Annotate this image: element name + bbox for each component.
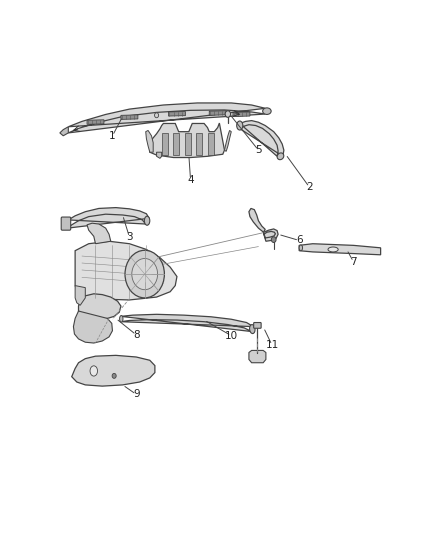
Text: 2: 2 [306, 182, 313, 192]
Circle shape [132, 259, 158, 290]
Text: 7: 7 [350, 257, 357, 267]
Ellipse shape [120, 316, 123, 322]
Circle shape [271, 237, 276, 243]
Polygon shape [156, 152, 162, 158]
Polygon shape [74, 311, 113, 343]
Polygon shape [299, 244, 381, 255]
Circle shape [155, 113, 159, 118]
Polygon shape [87, 223, 111, 244]
Text: 1: 1 [109, 131, 116, 141]
Polygon shape [87, 120, 104, 124]
Polygon shape [67, 207, 149, 228]
Polygon shape [75, 286, 85, 305]
Polygon shape [196, 133, 202, 155]
Polygon shape [264, 229, 278, 241]
Ellipse shape [237, 121, 243, 130]
Polygon shape [75, 241, 177, 300]
Polygon shape [185, 133, 191, 155]
FancyBboxPatch shape [254, 322, 261, 328]
Text: 3: 3 [126, 232, 133, 242]
Polygon shape [121, 314, 253, 332]
Text: 10: 10 [225, 330, 238, 341]
Polygon shape [249, 208, 265, 232]
Text: 9: 9 [133, 389, 140, 399]
Polygon shape [68, 103, 265, 133]
Text: 4: 4 [187, 175, 194, 185]
Polygon shape [150, 123, 224, 158]
Text: 8: 8 [133, 330, 140, 340]
Ellipse shape [328, 247, 338, 252]
Text: 5: 5 [255, 145, 262, 155]
Text: 6: 6 [296, 236, 303, 245]
Polygon shape [208, 133, 214, 155]
Polygon shape [169, 111, 185, 116]
Polygon shape [239, 120, 284, 156]
Ellipse shape [250, 325, 255, 334]
Circle shape [125, 251, 164, 298]
Polygon shape [249, 350, 266, 363]
Polygon shape [233, 112, 250, 117]
Polygon shape [224, 131, 231, 151]
Polygon shape [162, 133, 168, 155]
Polygon shape [78, 294, 121, 319]
Ellipse shape [145, 216, 150, 225]
Polygon shape [173, 133, 179, 155]
Ellipse shape [277, 153, 284, 160]
Polygon shape [121, 115, 138, 119]
Polygon shape [209, 111, 226, 115]
Circle shape [112, 374, 116, 378]
Ellipse shape [299, 245, 303, 251]
Polygon shape [72, 356, 155, 386]
Text: 11: 11 [265, 340, 279, 350]
Polygon shape [146, 131, 153, 152]
Ellipse shape [263, 108, 271, 115]
FancyBboxPatch shape [61, 217, 71, 230]
Circle shape [225, 111, 230, 117]
Ellipse shape [90, 366, 98, 376]
Polygon shape [60, 127, 68, 136]
